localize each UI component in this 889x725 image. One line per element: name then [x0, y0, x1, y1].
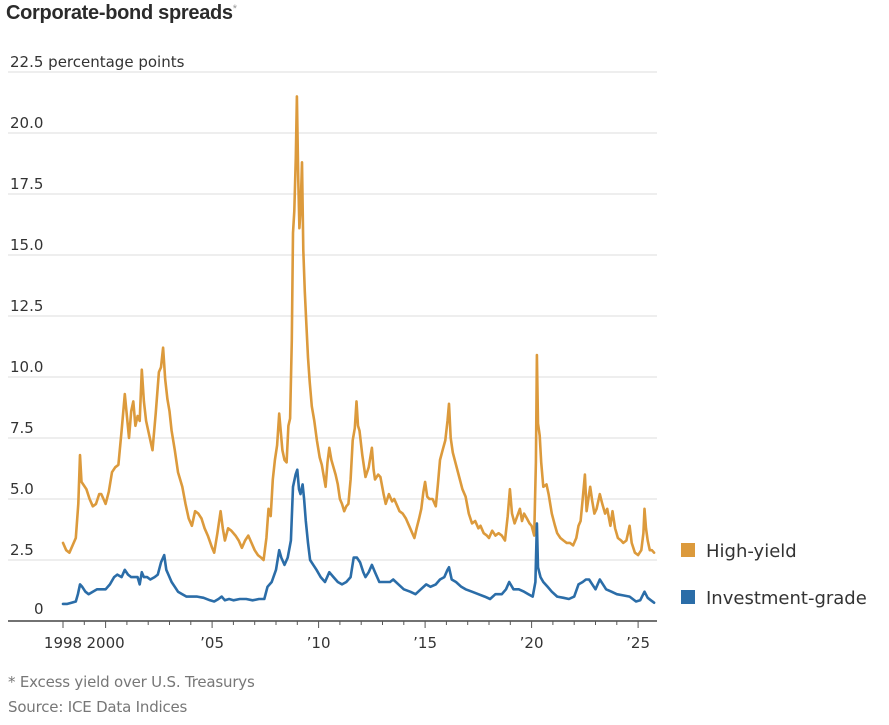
x-tick-label: ’15: [413, 634, 437, 652]
legend: High-yield Investment-grade: [681, 541, 867, 609]
x-tick-label: ’20: [520, 634, 544, 652]
footnote: * Excess yield over U.S. Treasurys: [8, 673, 255, 691]
x-tick-label: ’05: [200, 634, 224, 652]
legend-swatch-investment-grade: [681, 590, 695, 604]
series-line-investment-grade: [61, 468, 656, 606]
x-tick-label: 1998: [44, 634, 82, 652]
x-tick-label: 2000: [87, 634, 125, 652]
y-tick-label: 10.0: [10, 358, 43, 376]
y-tick-label: 7.5: [10, 419, 34, 437]
y-tick-label: 5.0: [10, 480, 34, 498]
series-line-high-yield: [61, 95, 656, 562]
y-tick-label: 20.0: [10, 114, 43, 132]
y-tick-label: 0: [34, 600, 44, 618]
legend-label-high-yield: High-yield: [706, 541, 797, 562]
y-axis-tick-labels: 0 2.5 5.0 7.5 10.0 12.5 15.0 17.5 20.0 22.5 perce…: [10, 53, 185, 618]
chart-title: Corporate-bond spreads*: [6, 2, 237, 25]
source-note: Source: ICE Data Indices: [8, 698, 188, 716]
x-axis: 1998 2000 ’05 ’10 ’15 ’20 ’25: [8, 620, 657, 652]
legend-label-investment-grade: Investment-grade: [706, 588, 867, 609]
chart-title-text: Corporate-bond spreads: [6, 2, 233, 24]
gridlines: [8, 71, 657, 561]
y-tick-label: 15.0: [10, 236, 43, 254]
series-lines: [61, 95, 656, 606]
y-tick-label: 17.5: [10, 175, 43, 193]
x-tick-label: ’25: [626, 634, 650, 652]
legend-swatch-high-yield: [681, 543, 695, 557]
y-tick-label: 12.5: [10, 297, 43, 315]
x-tick-label: ’10: [307, 634, 331, 652]
y-tick-label: 22.5 percentage points: [10, 53, 185, 71]
title-footnote-marker: *: [232, 3, 237, 15]
y-tick-label: 2.5: [10, 541, 34, 559]
